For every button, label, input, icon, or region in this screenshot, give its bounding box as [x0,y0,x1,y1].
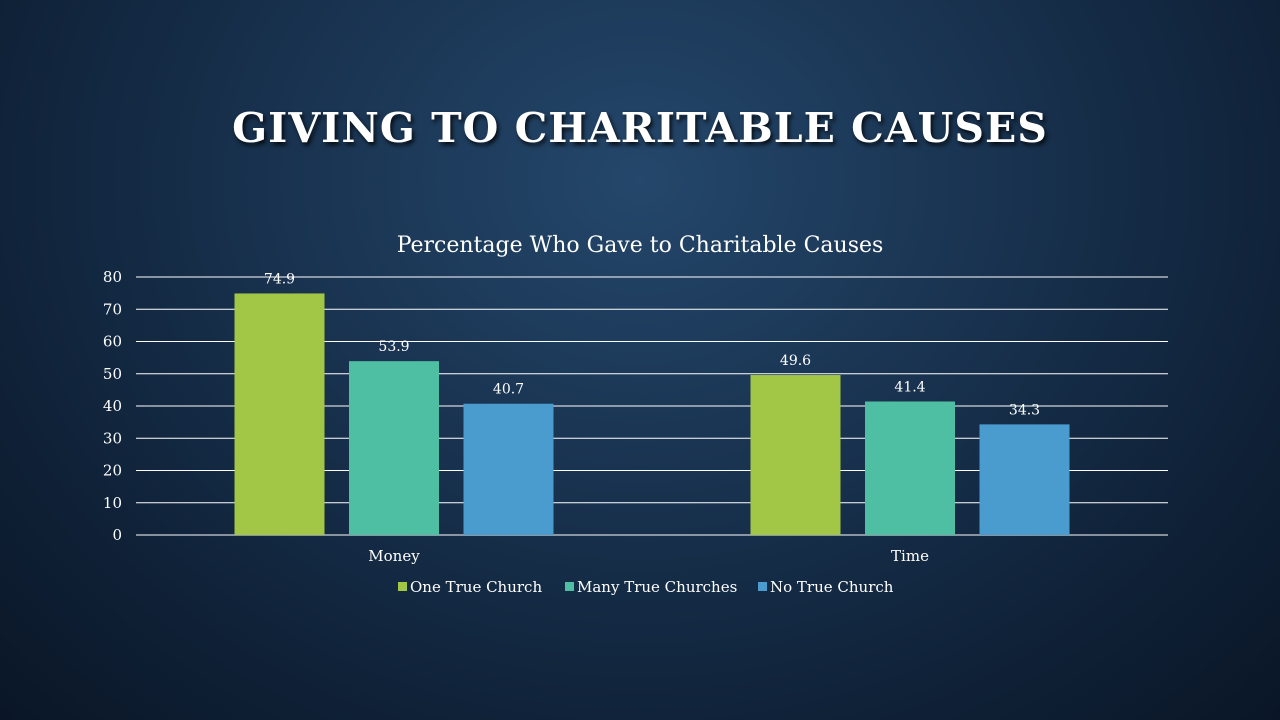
y-tick-label: 10 [103,494,122,512]
y-tick-label: 70 [103,300,122,318]
y-tick-label: 50 [103,365,122,383]
y-tick-label: 40 [103,397,122,415]
y-tick-label: 0 [112,526,122,544]
y-tick-label: 60 [103,333,122,351]
data-label: 53.9 [378,339,409,355]
bar [463,403,554,535]
legend-label: One True Church [410,578,542,596]
data-label: 34.3 [1009,402,1040,418]
chart-title: Percentage Who Gave to Charitable Causes [397,233,884,258]
y-tick-label: 80 [103,268,122,286]
bar [979,424,1070,535]
data-label: 49.6 [780,353,811,369]
y-tick-label: 30 [103,429,122,447]
bar [750,375,841,535]
legend-label: Many True Churches [577,578,737,596]
x-category-label: Money [368,547,420,565]
x-category-label: Time [891,547,929,565]
legend-swatch [565,582,574,591]
data-label: 40.7 [493,382,524,398]
bar [865,401,955,535]
legend-label: No True Church [770,578,894,596]
legend-swatch [758,582,767,591]
bar [234,293,325,535]
data-label: 74.9 [264,271,295,287]
legend-swatch [398,582,407,591]
bar [349,361,439,535]
data-label: 41.4 [894,379,925,395]
slide-title: GIVING TO CHARITABLE CAUSES [232,104,1048,152]
y-tick-label: 20 [103,462,122,480]
